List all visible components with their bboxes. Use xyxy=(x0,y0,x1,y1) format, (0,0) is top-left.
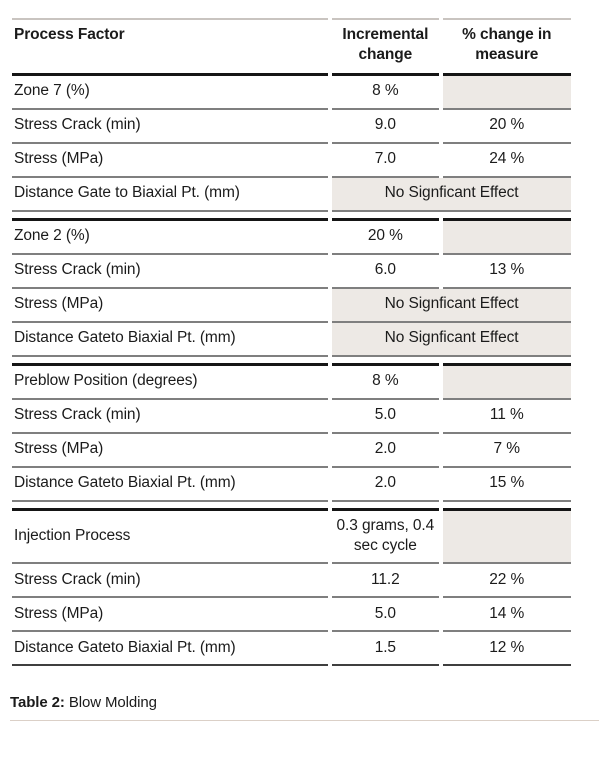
cell-percent-empty-shaded xyxy=(442,362,571,400)
table-row: Stress (MPa) No Signficant Effect xyxy=(12,288,571,323)
cell-factor: Stress (MPa) xyxy=(12,598,329,632)
table-row: Stress (MPa) 7.0 24 % xyxy=(12,144,571,178)
column-header-process-factor: Process Factor xyxy=(12,18,329,76)
section-factor-row: Zone 2 (%) 20 % xyxy=(12,217,571,255)
cell-incremental-change: 11.2 xyxy=(332,564,439,598)
cell-incremental-change: 1.5 xyxy=(332,632,439,666)
cell-factor: Distance Gateto Biaxial Pt. (mm) xyxy=(12,632,329,666)
cell-percent-change: 11 % xyxy=(442,400,571,434)
cell-no-significant-effect: No Signficant Effect xyxy=(332,288,571,323)
cell-percent-empty-shaded xyxy=(442,75,571,110)
table-row: Stress Crack (min) 11.2 22 % xyxy=(12,564,571,598)
table-row: Distance Gate to Biaxial Pt. (mm) No Sign… xyxy=(12,177,571,212)
cell-factor: Stress Crack (min) xyxy=(12,255,329,289)
cell-factor: Stress Crack (min) xyxy=(12,564,329,598)
section-factor-row: Zone 7 (%) 8 % xyxy=(12,75,571,110)
cell-incremental-change: 5.0 xyxy=(332,598,439,632)
cell-no-significant-effect: No Signficant Effect xyxy=(332,322,571,357)
caption-label: Table 2: xyxy=(10,693,65,711)
cell-factor: Stress (MPa) xyxy=(12,289,329,323)
header-row: Process Factor Incremental change % chan… xyxy=(12,18,571,76)
cell-percent-change: 12 % xyxy=(442,632,571,666)
cell-factor: Preblow Position (degrees) xyxy=(12,362,329,400)
cell-incremental-change: 2.0 xyxy=(332,434,439,468)
cell-incremental-change: 9.0 xyxy=(332,110,439,144)
cell-percent-empty-shaded xyxy=(442,507,571,564)
cell-incremental-change: 20 % xyxy=(332,217,439,255)
cell-factor: Stress Crack (min) xyxy=(12,110,329,144)
section-factor-row: Injection Process 0.3 grams, 0.4 sec cycl… xyxy=(12,507,571,564)
cell-incremental-change: 0.3 grams, 0.4 sec cycle xyxy=(332,507,439,564)
cell-factor: Distance Gateto Biaxial Pt. (mm) xyxy=(12,323,329,357)
cell-factor: Stress Crack (min) xyxy=(12,400,329,434)
cell-factor: Injection Process xyxy=(12,507,329,564)
cell-incremental-change: 5.0 xyxy=(332,400,439,434)
cell-incremental-change: 7.0 xyxy=(332,144,439,178)
section-factor-row: Preblow Position (degrees) 8 % xyxy=(12,362,571,400)
cell-factor: Distance Gateto Biaxial Pt. (mm) xyxy=(12,468,329,502)
cell-incremental-change: 8 % xyxy=(332,76,439,110)
cell-percent-change: 15 % xyxy=(442,468,571,502)
cell-no-significant-effect: No Signficant Effect xyxy=(332,177,571,212)
cell-percent-change: 24 % xyxy=(442,144,571,178)
table-row: Distance Gateto Biaxial Pt. (mm) 1.5 12 % xyxy=(12,632,571,666)
cell-factor: Stress (MPa) xyxy=(12,144,329,178)
caption-text: Blow Molding xyxy=(64,693,157,711)
cell-percent-change: 7 % xyxy=(442,434,571,468)
table-row: Stress (MPa) 2.0 7 % xyxy=(12,434,571,468)
table-row: Distance Gateto Biaxial Pt. (mm) No Signf… xyxy=(12,322,571,357)
cell-factor: Distance Gate to Biaxial Pt. (mm) xyxy=(12,178,329,212)
cell-percent-change: 13 % xyxy=(442,255,571,289)
table-row: Stress Crack (min) 9.0 20 % xyxy=(12,110,571,144)
table-row: Stress (MPa) 5.0 14 % xyxy=(12,598,571,632)
cell-factor: Zone 2 (%) xyxy=(12,217,329,255)
table-row: Stress Crack (min) 5.0 11 % xyxy=(12,400,571,434)
cell-percent-change: 20 % xyxy=(442,110,571,144)
cell-percent-change: 14 % xyxy=(442,598,571,632)
table-caption: Table 2: Blow Molding xyxy=(10,694,599,721)
table-row: Distance Gateto Biaxial Pt. (mm) 2.0 15 % xyxy=(12,468,571,502)
cell-incremental-change: 6.0 xyxy=(332,255,439,289)
table-row: Stress Crack (min) 6.0 13 % xyxy=(12,255,571,289)
cell-factor: Stress (MPa) xyxy=(12,434,329,468)
blow-molding-table: Process Factor Incremental change % chan… xyxy=(8,18,575,666)
cell-percent-change: 22 % xyxy=(442,564,571,598)
cell-factor: Zone 7 (%) xyxy=(12,76,329,110)
column-header-incremental-change: Incremental change xyxy=(332,18,439,76)
cell-incremental-change: 2.0 xyxy=(332,468,439,502)
column-header-percent-change: % change in measure xyxy=(442,18,571,76)
cell-percent-empty-shaded xyxy=(442,217,571,255)
cell-incremental-change: 8 % xyxy=(332,362,439,400)
